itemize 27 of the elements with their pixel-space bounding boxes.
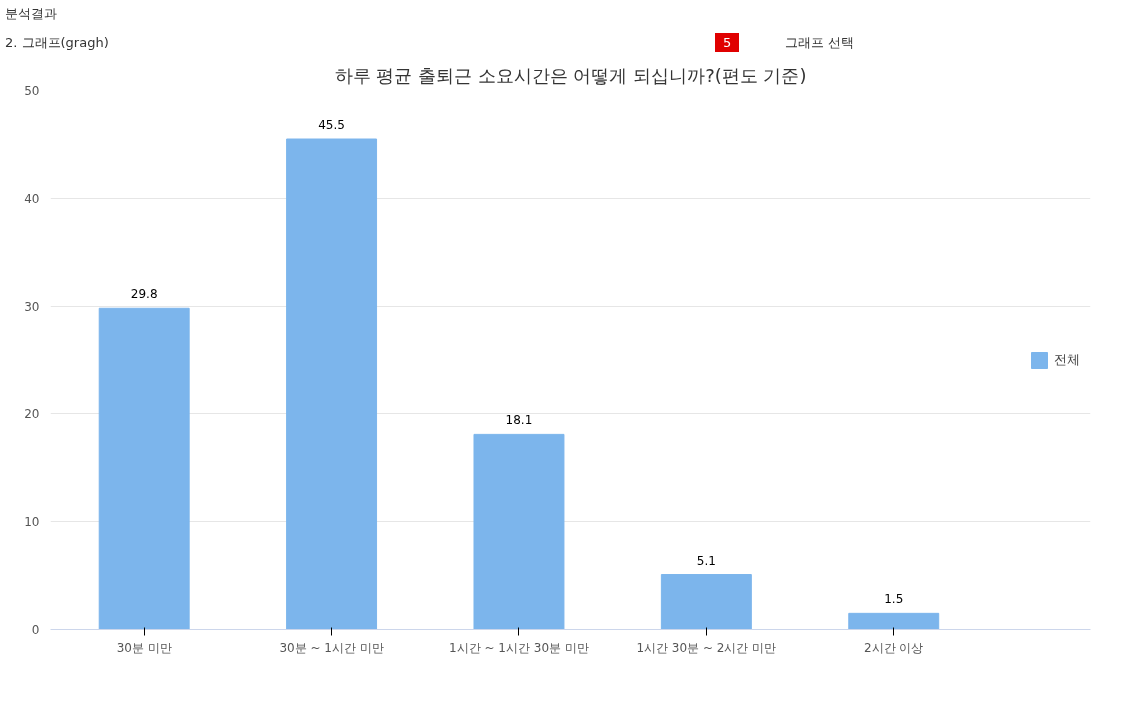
- x-tick-label: 1시간 30분 ~ 2시간 미만: [636, 640, 777, 655]
- bar: [473, 434, 565, 630]
- text: 2. 그래프(gragh): [5, 34, 109, 50]
- bar: [848, 612, 940, 630]
- data-label: 18.1: [505, 413, 533, 428]
- y-tick-label: 30: [24, 299, 40, 314]
- data-label: 1.5: [884, 592, 904, 607]
- y-tick-label: 0: [31, 623, 40, 638]
- bar: [98, 307, 190, 630]
- data-label: 29.8: [130, 287, 158, 302]
- y-tick-label: 10: [24, 515, 40, 530]
- data-label: 45.5: [318, 118, 345, 133]
- text: 5: [715, 32, 740, 52]
- y-tick-label: 20: [24, 407, 40, 422]
- x-tick-label: 1시간 ~ 1시간 30분 미만: [449, 640, 589, 655]
- legend-label: 전체: [1054, 350, 1080, 369]
- text: 그래프 선택: [785, 34, 855, 50]
- x-tick-label: 30분 미만: [116, 640, 172, 655]
- x-tick-label: 2시간 이상: [864, 640, 924, 655]
- bar: [660, 574, 752, 630]
- chart-title: 하루 평균 출퇴근 소요시간은 어떻게 되십니까?(편도 기준): [334, 64, 807, 86]
- data-label: 5.1: [696, 553, 716, 568]
- y-tick-label: 40: [24, 191, 40, 206]
- y-tick-label: 50: [24, 84, 40, 99]
- text: 분석결과: [5, 6, 57, 21]
- bar: [286, 138, 378, 630]
- x-tick-label: 30분 ~ 1시간 미만: [279, 640, 384, 655]
